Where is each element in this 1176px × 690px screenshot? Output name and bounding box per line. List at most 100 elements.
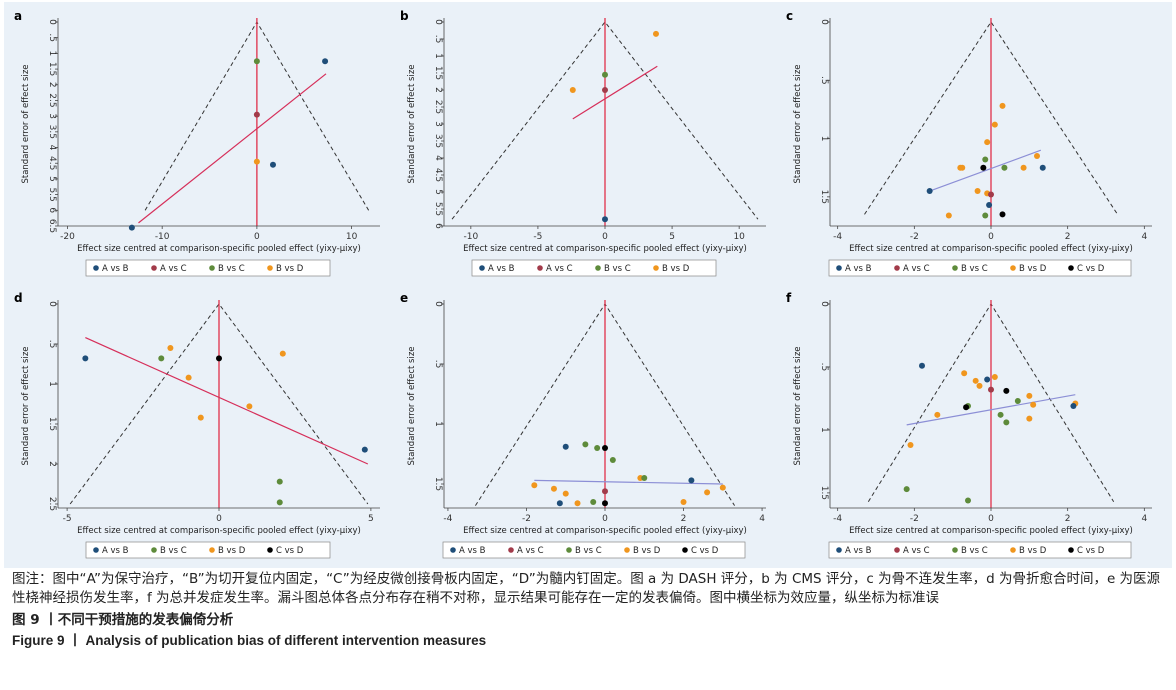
y-tick-label: .5 [47,340,57,349]
y-tick-label: 2.5 [47,497,57,511]
y-tick-label: 1 [819,427,829,433]
data-point [550,485,557,492]
panel-letter: e [400,291,408,305]
legend-label: B vs C [961,264,988,274]
data-point [602,87,608,93]
data-point [1030,401,1037,408]
x-tick-label: 5 [669,232,675,242]
fit-line [572,65,658,120]
funnel-plot-e: e 0 .5 1 1.5 -4 -2 0 2 4 Standard error of effect … [392,286,776,560]
y-tick-label: .5 [47,33,57,42]
x-tick-label: -4 [833,514,842,524]
x-axis-title: Effect size centred at comparison-specif… [77,526,361,536]
y-tick-label: 5 [47,176,57,182]
x-tick-label: 2 [1065,232,1071,242]
legend-marker [1010,547,1016,553]
y-tick-label: 2.5 [47,93,57,107]
y-tick-label: 0 [433,301,443,307]
legend-marker [479,265,485,271]
y-tick-label: 6 [433,223,443,229]
legend-marker [682,547,688,553]
data-point [556,500,563,507]
x-tick-label: -2 [910,232,919,242]
legend-label: A vs C [517,546,544,556]
data-point [982,156,989,163]
data-point [128,224,135,231]
x-tick-label: 0 [602,514,608,524]
legend-marker [894,547,900,553]
y-tick-label: 0 [819,19,829,25]
panel-letter: c [786,9,793,23]
legend-box [828,259,1132,277]
x-tick-label: -10 [155,232,170,242]
y-axis-title: Standard error of effect size [407,64,417,183]
legend-marker [93,265,99,271]
legend-label: A vs B [488,264,515,274]
x-axis-title: Effect size centred at comparison-specif… [849,526,1133,536]
y-tick-label: 5.5 [47,187,57,201]
legend-marker [209,547,215,553]
data-point [961,370,968,377]
x-tick-label: -10 [463,232,478,242]
x-tick-label: 5 [368,514,374,524]
legend-marker [653,265,659,271]
x-axis-title: Effect size centred at comparison-specif… [463,244,747,254]
data-point [1026,415,1033,422]
legend-box [471,259,717,277]
y-axis-title: Standard error of effect size [407,346,417,465]
data-point [167,345,174,351]
data-point [602,71,608,78]
data-point [185,374,192,381]
y-tick-label: 2 [47,461,57,467]
data-point [246,403,253,410]
data-point [1070,403,1077,409]
y-tick-label: 5 [433,189,443,195]
data-point [991,374,998,381]
legend-label: B vs C [218,264,245,274]
y-tick-label: 4.5 [433,168,443,182]
data-point [688,477,695,484]
legend-box [442,541,746,559]
legend-label: B vs D [633,546,661,556]
data-point [926,188,933,195]
data-point [361,446,368,453]
data-point [984,376,991,383]
x-axis-title: Effect size centred at comparison-specif… [463,526,747,536]
funnel-plot-f: f 0 .5 1 1.5 -4 -2 0 2 4 Standard error of effect … [778,286,1162,560]
data-point [988,191,994,198]
legend-marker [1068,547,1074,553]
data-point [322,58,329,65]
fit-line [85,337,369,465]
y-tick-label: 3 [433,121,443,127]
data-point [253,158,260,165]
data-point [974,188,981,195]
fit-line [138,73,327,224]
data-point [1003,419,1010,426]
data-point [999,102,1006,109]
legend-label: C vs D [691,546,719,556]
legend-marker [450,547,456,553]
y-tick-label: .5 [433,360,443,369]
y-tick-label: 1.5 [819,190,829,204]
data-point [945,212,952,219]
x-tick-label: 10 [733,232,745,242]
fit-line [534,479,723,485]
data-point [158,355,165,362]
legend-label: C vs D [276,546,304,556]
data-point [991,121,998,128]
y-tick-label: .5 [819,76,829,85]
legend-label: A vs C [903,546,930,556]
funnel-plot-b: b 0 .5 1 1.5 2 2.5 3 3.5 4 4.5 5 5.5 6 -10 -5 0 5 10 Standa… [392,4,776,278]
x-axis-title: Effect size centred at comparison-specif… [77,244,361,254]
legend-marker [267,547,273,553]
data-point [531,482,538,489]
legend-label: A vs C [903,264,930,274]
x-tick-label: -5 [63,514,72,524]
legend-label: B vs D [276,264,304,274]
data-point [82,355,89,362]
y-axis-title: Standard error of effect size [21,346,31,465]
y-tick-label: 1 [819,136,829,142]
legend-label: A vs B [459,546,486,556]
data-point [602,488,608,495]
legend-label: A vs B [102,264,129,274]
